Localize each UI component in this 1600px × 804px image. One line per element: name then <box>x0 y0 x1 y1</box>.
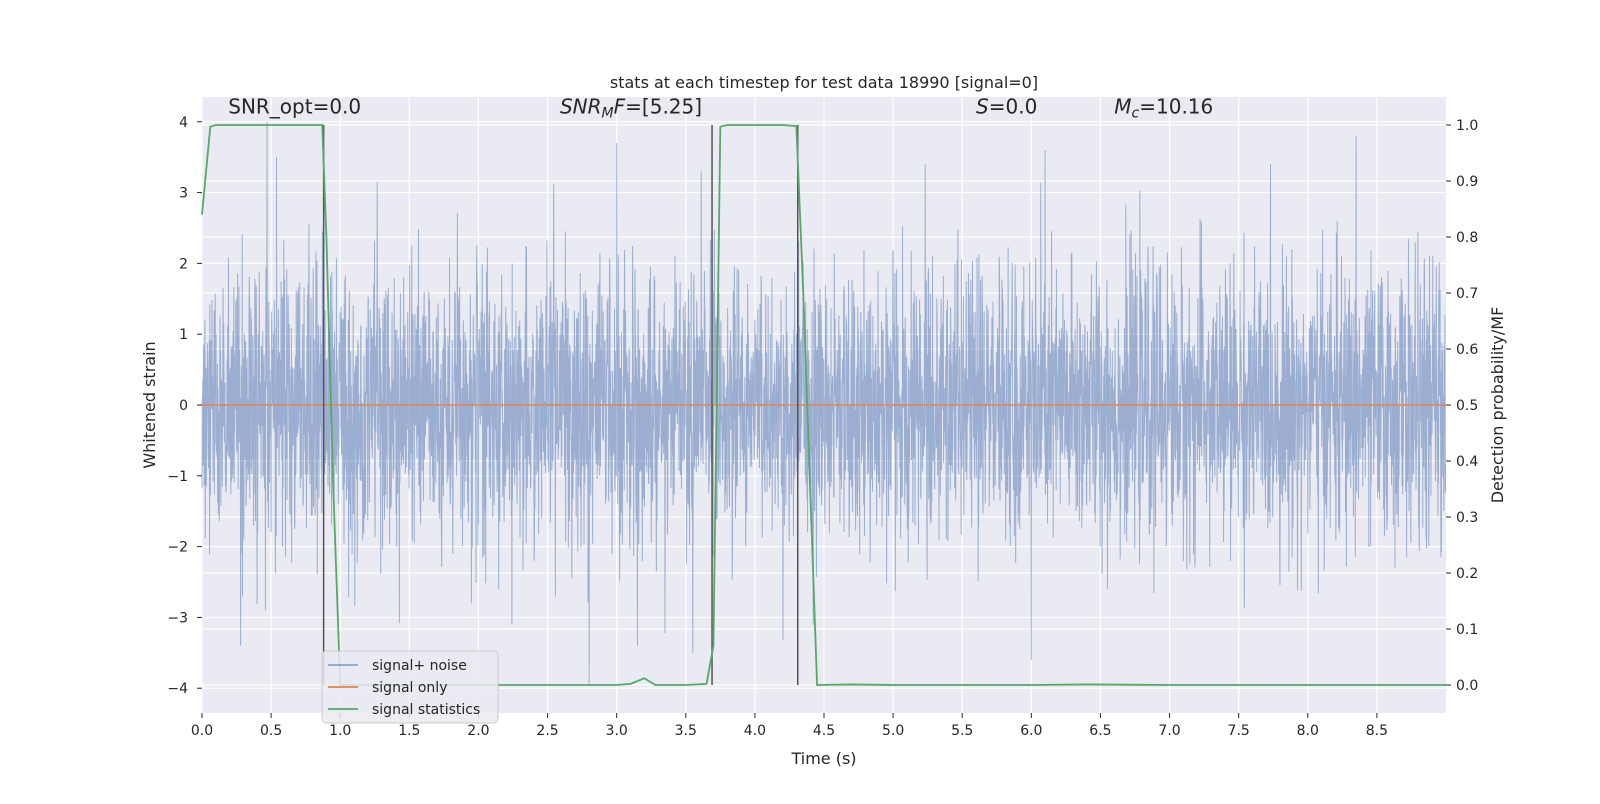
annotation: Mc=10.16 <box>1114 94 1213 121</box>
x-tick-label: 3.0 <box>606 723 628 739</box>
x-tick-label: 4.0 <box>744 723 766 739</box>
y-tick-label-left: 0 <box>179 398 188 414</box>
y-tick-label-right: 0.7 <box>1456 286 1478 302</box>
x-tick-label: 1.0 <box>329 723 351 739</box>
x-tick-label: 2.5 <box>536 723 558 739</box>
y-tick-label-left: 1 <box>179 327 188 343</box>
x-tick-label: 5.5 <box>951 723 973 739</box>
signal-statistics-line <box>201 124 1446 686</box>
legend-box <box>321 650 499 724</box>
y-tick-label-right: 0.2 <box>1456 566 1478 582</box>
x-tick-label: 3.5 <box>675 723 697 739</box>
axes: 0.0 0.5 1.0 1.5 2.0 2.5 3.0 3.5 4.0 4.5 5.0 5.5 6.0 6… <box>167 115 1478 739</box>
y-tick-label-left: 4 <box>179 115 188 131</box>
x-tick-label: 8.5 <box>1366 723 1388 739</box>
legend-entry: signal+ noise <box>372 658 467 674</box>
y-tick-label-right: 0.4 <box>1456 454 1478 470</box>
y-tick-label-right: 0.5 <box>1456 398 1478 414</box>
y-tick-label-left: −3 <box>167 610 188 626</box>
y-tick-label-left: 2 <box>179 256 188 272</box>
y-tick-label-right: 0.9 <box>1456 174 1478 190</box>
annotation: SNR_opt=0.0 <box>228 94 361 118</box>
y-tick-label-right: 0.6 <box>1456 342 1478 358</box>
x-tick-label: 0.0 <box>191 723 213 739</box>
x-tick-label: 6.5 <box>1089 723 1111 739</box>
legend: signal+ noise signal only signal statistic… <box>321 650 499 724</box>
annotation: S=0.0 <box>976 94 1037 118</box>
annotations: SNR_opt=0.0 SNRMF=[5.25] S=0.0 Mc=10.16 <box>228 94 1213 121</box>
chart-title: stats at each timestep for test data 189… <box>610 73 1038 92</box>
x-tick-label: 0.5 <box>260 723 282 739</box>
signal-plus-noise-line <box>201 121 1447 685</box>
y-tick-label-right: 0.0 <box>1456 678 1478 694</box>
x-tick-label: 5.0 <box>882 723 904 739</box>
y-tick-label-right: 0.1 <box>1456 622 1478 638</box>
y-tick-label-left: −2 <box>167 540 188 556</box>
y-tick-label-left: −4 <box>167 681 188 697</box>
legend-entry: signal only <box>372 680 447 696</box>
annotation: SNRMF=[5.25] <box>560 94 702 121</box>
x-tick-label: 8.0 <box>1297 723 1319 739</box>
y-axis-label-right: Detection probability/MF <box>1488 307 1507 504</box>
x-tick-label: 2.0 <box>467 723 489 739</box>
y-tick-label-left: −1 <box>167 469 188 485</box>
x-tick-label: 6.0 <box>1020 723 1042 739</box>
y-axis-label-left: Whitened strain <box>140 341 159 468</box>
y-tick-label-right: 1.0 <box>1456 118 1478 134</box>
series-signal-plus-noise <box>201 121 1447 685</box>
y-tick-label-right: 0.3 <box>1456 510 1478 526</box>
y-tick-label-right: 0.8 <box>1456 230 1478 246</box>
x-axis-label: Time (s) <box>790 749 856 768</box>
y-tick-label-left: 3 <box>179 186 188 202</box>
legend-entry: signal statistics <box>372 702 480 718</box>
x-tick-label: 4.5 <box>813 723 835 739</box>
lines-layer <box>201 124 1446 686</box>
x-tick-label: 7.5 <box>1228 723 1250 739</box>
x-tick-label: 7.0 <box>1158 723 1180 739</box>
x-tick-label: 1.5 <box>398 723 420 739</box>
